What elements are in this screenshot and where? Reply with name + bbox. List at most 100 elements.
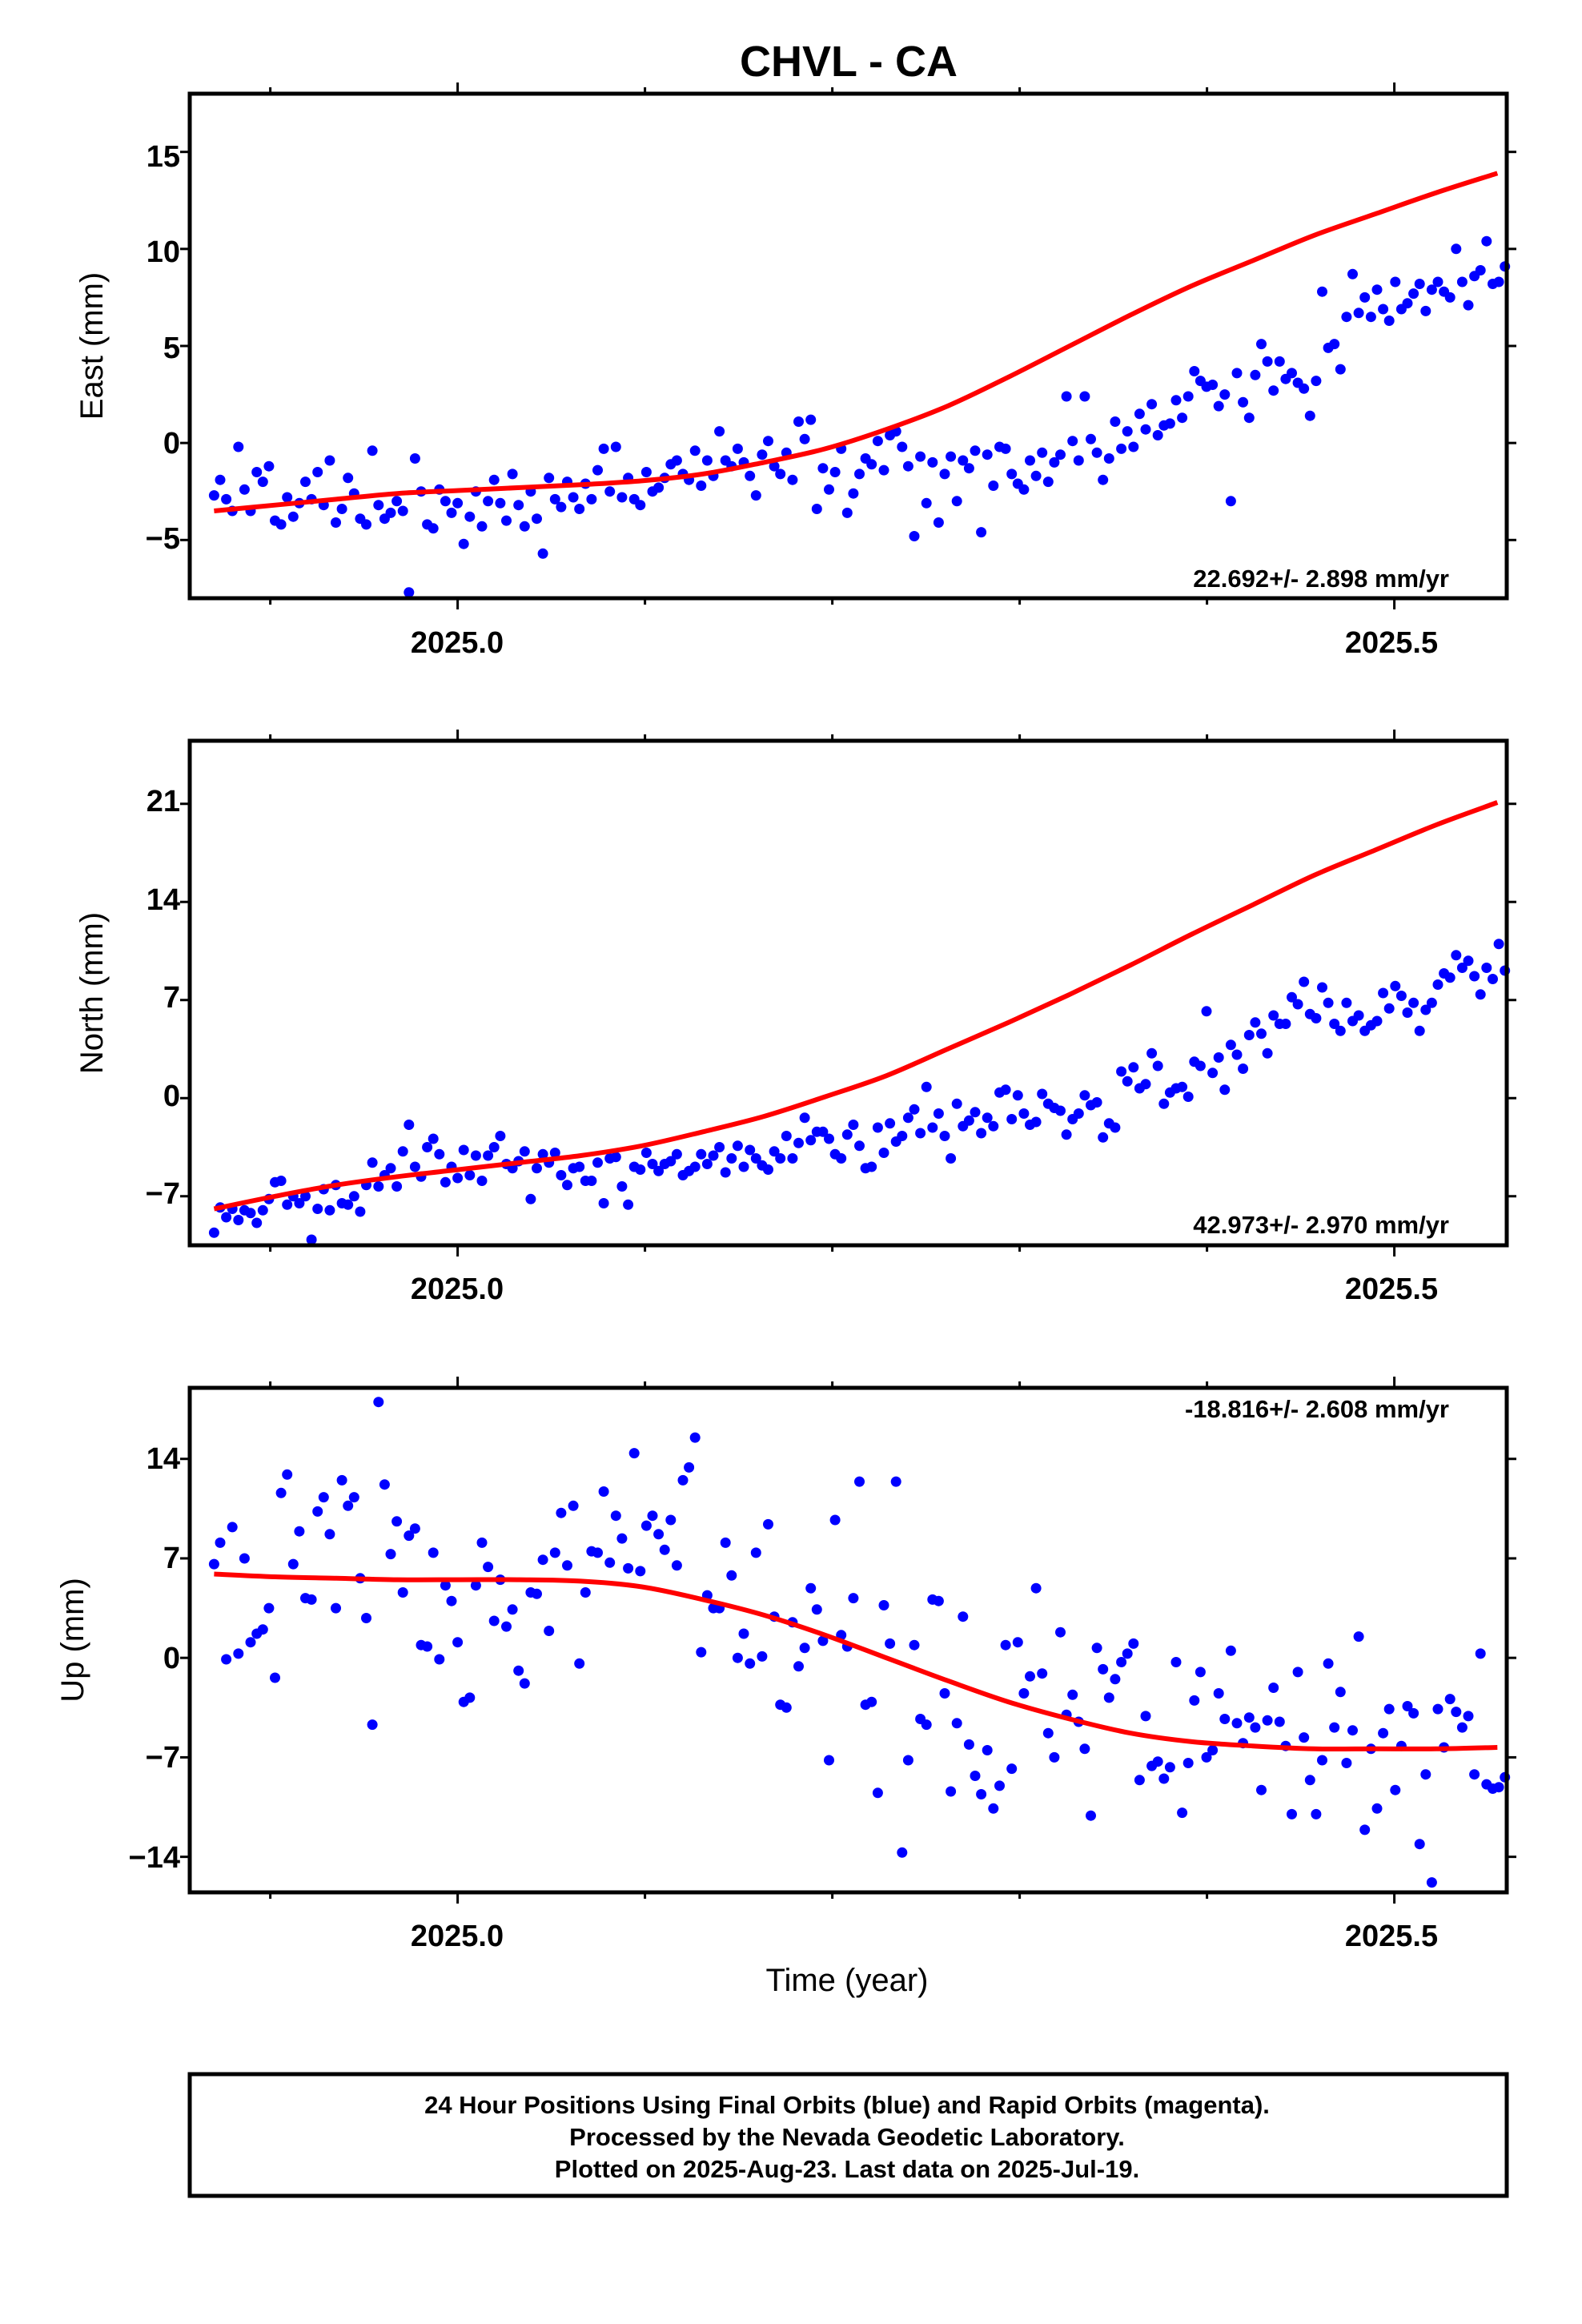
east-data-point [331, 517, 341, 528]
up-data-point [306, 1594, 317, 1605]
north-data-point [745, 1144, 756, 1156]
north-data-point [1475, 989, 1486, 1000]
east-data-point [1110, 416, 1121, 427]
east-data-point [689, 445, 701, 456]
north-data-point [1128, 1062, 1139, 1073]
up-data-point [1049, 1751, 1060, 1763]
east-data-point [1402, 298, 1413, 309]
east-data-point [440, 496, 451, 507]
north-data-point [1456, 963, 1468, 973]
up-data-point [1262, 1715, 1273, 1726]
up-x-tick-label: 2025.0 [411, 1920, 504, 1953]
up-data-point [951, 1718, 962, 1729]
north-data-point [1098, 1132, 1109, 1143]
east-data-point [970, 445, 981, 456]
east-data-point [1475, 265, 1486, 275]
north-data-point [1444, 972, 1456, 983]
north-data-point [750, 1153, 761, 1164]
east-data-point [452, 497, 464, 509]
up-data-point [933, 1595, 944, 1606]
north-data-point [367, 1157, 378, 1168]
east-data-point [1067, 436, 1078, 447]
north-data-point [409, 1161, 420, 1172]
up-data-point [616, 1533, 628, 1544]
east-y-tick-labels: 15 10 5 0 −5 [146, 140, 180, 556]
east-data-point [1103, 453, 1114, 464]
up-data-point [544, 1626, 555, 1636]
up-data-point [409, 1523, 420, 1534]
up-data-point [647, 1510, 658, 1522]
up-data-point [537, 1554, 548, 1566]
east-data-point [1025, 455, 1035, 466]
north-data-point [610, 1152, 621, 1163]
north-data-point [1256, 1028, 1267, 1039]
east-data-point [312, 467, 323, 477]
east-data-point [385, 507, 396, 518]
up-data-point [404, 1530, 415, 1542]
east-data-point [963, 463, 974, 474]
north-data-point [391, 1181, 403, 1192]
north-data-point [1383, 1003, 1395, 1014]
east-data-point [1098, 474, 1109, 485]
east-data-point [367, 445, 378, 456]
east-data-point [610, 441, 621, 452]
east-data-point [841, 507, 853, 518]
up-data-point [1030, 1582, 1042, 1594]
east-data-point [775, 468, 786, 480]
north-data-point [458, 1144, 469, 1156]
east-data-point [1250, 369, 1261, 380]
north-data-point [525, 1193, 536, 1204]
up-data-point [312, 1506, 323, 1517]
east-data-point [604, 486, 616, 497]
page-title: CHVL - CA [740, 38, 958, 86]
up-data-point [1347, 1725, 1358, 1736]
east-data-point [1238, 396, 1249, 408]
up-data-point [872, 1787, 883, 1799]
east-data-point [811, 504, 822, 514]
up-data-point [367, 1719, 378, 1731]
north-data-point [464, 1170, 476, 1180]
up-data-point [1341, 1758, 1352, 1768]
up-data-point [1323, 1658, 1334, 1669]
north-data-point [1323, 997, 1334, 1008]
east-data-point [951, 496, 962, 507]
north-data-point [397, 1146, 408, 1157]
up-data-point [982, 1745, 993, 1755]
east-data-point [409, 453, 420, 464]
north-data-point [1195, 1060, 1206, 1072]
up-data-point [757, 1651, 768, 1662]
north-data-point [404, 1120, 415, 1130]
north-data-point [1287, 991, 1297, 1003]
east-data-point [275, 519, 287, 530]
east-data-point [1347, 268, 1358, 279]
up-data-point [1456, 1722, 1468, 1733]
north-data-point [1006, 1114, 1018, 1124]
east-data-point [787, 474, 798, 485]
up-data-point [1243, 1712, 1255, 1723]
east-data-point [1353, 308, 1364, 319]
north-data-point [970, 1107, 981, 1118]
up-data-point [1122, 1648, 1133, 1659]
north-data-point [476, 1176, 488, 1186]
north-data-point [689, 1161, 701, 1172]
east-data-point [537, 548, 548, 559]
north-data-point [294, 1198, 305, 1208]
east-data-point [1432, 276, 1443, 287]
up-data-point [921, 1719, 932, 1731]
east-data-point [287, 511, 299, 522]
up-data-point [598, 1486, 609, 1497]
north-data-point [775, 1153, 786, 1164]
east-data-point [428, 523, 439, 534]
east-data-point [805, 414, 817, 425]
up-data-point [659, 1544, 670, 1555]
up-data-point [781, 1702, 792, 1713]
east-data-point [1055, 449, 1066, 460]
north-data-point [726, 1153, 737, 1164]
up-rate-annotation: -18.816+/- 2.608 mm/yr [1185, 1395, 1449, 1423]
up-y-tick-label: 14 [147, 1442, 180, 1476]
up-data-point [488, 1615, 500, 1626]
up-data-point [1140, 1711, 1151, 1722]
up-plot-frame [187, 1385, 1509, 1895]
up-data-point [1079, 1743, 1090, 1755]
east-data-point [1383, 316, 1395, 326]
